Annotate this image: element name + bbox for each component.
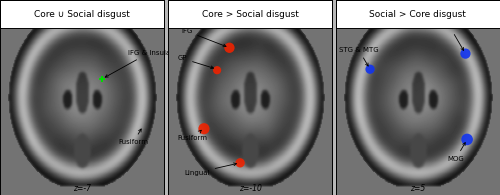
Text: Core > Social disgust: Core > Social disgust [202, 10, 298, 19]
Point [226, 46, 234, 49]
Point [200, 127, 208, 130]
Text: z=-7: z=-7 [73, 184, 91, 193]
FancyBboxPatch shape [0, 0, 164, 28]
Point [236, 161, 244, 164]
Point [462, 52, 469, 55]
Point [366, 68, 374, 71]
Text: GP: GP [178, 56, 214, 69]
Text: IFG & Precentral: IFG & Precentral [421, 23, 478, 51]
Point [98, 77, 106, 81]
Text: z=5: z=5 [410, 184, 426, 193]
Text: Fusiform: Fusiform [178, 130, 208, 141]
Text: IFG & Insula: IFG & Insula [105, 50, 170, 77]
Point [463, 138, 471, 141]
Text: Core ∪ Social disgust: Core ∪ Social disgust [34, 10, 130, 19]
Text: STG & MTG: STG & MTG [339, 47, 378, 66]
Text: z=-10: z=-10 [238, 184, 262, 193]
Point [213, 69, 221, 72]
Text: Social > Core disgust: Social > Core disgust [370, 10, 466, 19]
Text: MOG: MOG [448, 143, 465, 162]
Text: Lingual: Lingual [184, 163, 236, 176]
FancyBboxPatch shape [336, 0, 500, 28]
FancyBboxPatch shape [168, 0, 332, 28]
Text: Fusiform: Fusiform [118, 129, 148, 145]
Text: IFG: IFG [181, 28, 226, 47]
